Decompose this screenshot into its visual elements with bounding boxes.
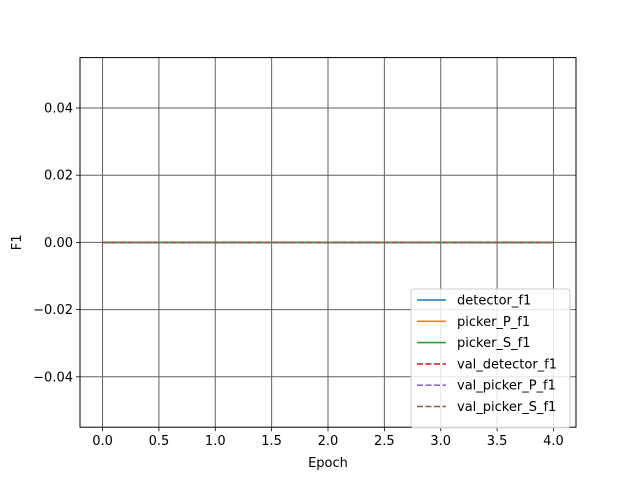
legend-label: val_picker_S_f1 [457,400,556,415]
x-tick-label: 1.5 [261,434,282,449]
legend: detector_f1 picker_P_f1 picker_S_f1 val_det… [410,288,571,429]
legend-label: picker_S_f1 [457,336,531,351]
axis-ticks: 0.0 0.5 1.0 1.5 2.0 2.5 3.0 3.5 4.0 −0.04 −0.02 0.0… [33,102,564,450]
x-tick-label: 2.0 [318,434,339,449]
y-tick-label: −0.02 [33,303,73,318]
y-axis-label: F1 [10,235,25,251]
x-axis-label: Epoch [308,456,348,471]
x-tick-label: 1.0 [205,434,226,449]
x-tick-label: 4.0 [543,434,564,449]
x-tick-label: 0.0 [92,434,113,449]
y-tick-label: 0.02 [44,169,73,184]
legend-label: val_picker_P_f1 [457,379,556,394]
x-tick-label: 3.0 [430,434,451,449]
legend-box [410,288,571,429]
legend-label: val_detector_f1 [457,357,557,372]
legend-label: detector_f1 [457,294,531,309]
x-tick-label: 2.5 [374,434,395,449]
y-tick-label: 0.00 [44,236,73,251]
y-tick-label: 0.04 [44,102,73,117]
x-tick-label: 0.5 [149,434,170,449]
x-tick-label: 3.5 [487,434,508,449]
legend-label: picker_P_f1 [457,315,530,330]
y-tick-label: −0.04 [33,370,73,385]
